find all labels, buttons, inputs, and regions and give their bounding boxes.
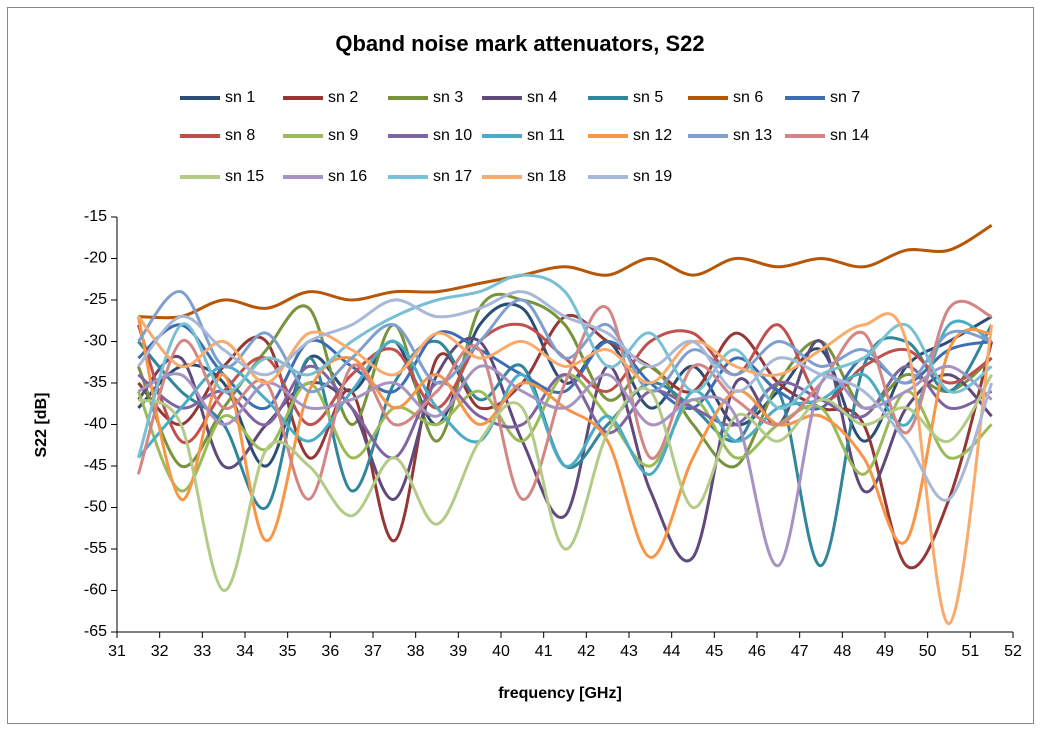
legend-label: sn 7 bbox=[830, 89, 860, 106]
y-tick-label: -65 bbox=[84, 623, 107, 640]
legend-label: sn 6 bbox=[733, 89, 763, 106]
x-tick-label: 40 bbox=[492, 643, 510, 660]
legend-label: sn 1 bbox=[225, 89, 255, 106]
chart-title: Qband noise mark attenuators, S22 bbox=[335, 31, 704, 56]
x-tick-label: 34 bbox=[236, 643, 254, 660]
series-line bbox=[136, 299, 993, 501]
x-tick-label: 42 bbox=[577, 643, 595, 660]
legend-label: sn 12 bbox=[633, 127, 672, 144]
x-tick-label: 46 bbox=[748, 643, 766, 660]
legend-label: sn 19 bbox=[633, 168, 672, 185]
legend-label: sn 15 bbox=[225, 168, 264, 185]
y-tick-label: -35 bbox=[84, 374, 107, 391]
legend-label: sn 17 bbox=[433, 168, 472, 185]
y-tick-label: -30 bbox=[84, 333, 107, 350]
series-line bbox=[137, 290, 994, 502]
legend-label: sn 9 bbox=[328, 127, 358, 144]
x-tick-label: 43 bbox=[620, 643, 638, 660]
y-tick-label: -50 bbox=[84, 499, 107, 516]
y-tick-label: -55 bbox=[84, 540, 107, 557]
x-tick-label: 37 bbox=[364, 643, 382, 660]
legend-label: sn 13 bbox=[733, 127, 772, 144]
x-tick-label: 39 bbox=[449, 643, 467, 660]
y-tick-label: -60 bbox=[84, 582, 107, 599]
series-line bbox=[137, 319, 993, 476]
x-tick-label: 48 bbox=[833, 643, 851, 660]
legend-label: sn 3 bbox=[433, 89, 463, 106]
series-line bbox=[137, 373, 993, 592]
x-tick-label: 45 bbox=[705, 643, 723, 660]
legend-label: sn 10 bbox=[433, 127, 472, 144]
legend-label: sn 2 bbox=[328, 89, 358, 106]
legend-label: sn 16 bbox=[328, 168, 367, 185]
x-tick-label: 49 bbox=[876, 643, 894, 660]
y-tick-label: -45 bbox=[84, 457, 107, 474]
x-tick-label: 32 bbox=[151, 643, 169, 660]
x-tick-label: 33 bbox=[193, 643, 211, 660]
x-tick-label: 31 bbox=[108, 643, 126, 660]
y-tick-label: -40 bbox=[84, 416, 107, 433]
series-line bbox=[137, 323, 992, 411]
y-axis-title: S22 [dB] bbox=[33, 393, 50, 458]
legend-label: sn 18 bbox=[527, 168, 566, 185]
legend-label: sn 14 bbox=[830, 127, 869, 144]
series-line bbox=[137, 290, 993, 394]
x-tick-label: 41 bbox=[535, 643, 553, 660]
series-line bbox=[136, 292, 993, 469]
x-tick-label: 51 bbox=[961, 643, 979, 660]
legend-label: sn 8 bbox=[225, 127, 255, 144]
legend-label: sn 5 bbox=[633, 89, 663, 106]
x-tick-label: 38 bbox=[407, 643, 425, 660]
legend-label: sn 11 bbox=[527, 127, 565, 144]
series-line bbox=[138, 224, 993, 320]
x-tick-label: 44 bbox=[663, 643, 681, 660]
y-tick-label: -20 bbox=[84, 250, 107, 267]
legend-label: sn 4 bbox=[527, 89, 557, 106]
x-tick-label: 52 bbox=[1004, 643, 1022, 660]
x-tick-label: 50 bbox=[919, 643, 937, 660]
y-tick-label: -15 bbox=[84, 208, 107, 225]
x-tick-label: 35 bbox=[279, 643, 297, 660]
series-line bbox=[136, 273, 993, 459]
x-tick-label: 36 bbox=[321, 643, 339, 660]
x-tick-label: 47 bbox=[791, 643, 809, 660]
x-axis-title: frequency [GHz] bbox=[498, 685, 622, 702]
y-tick-label: -25 bbox=[84, 291, 107, 308]
